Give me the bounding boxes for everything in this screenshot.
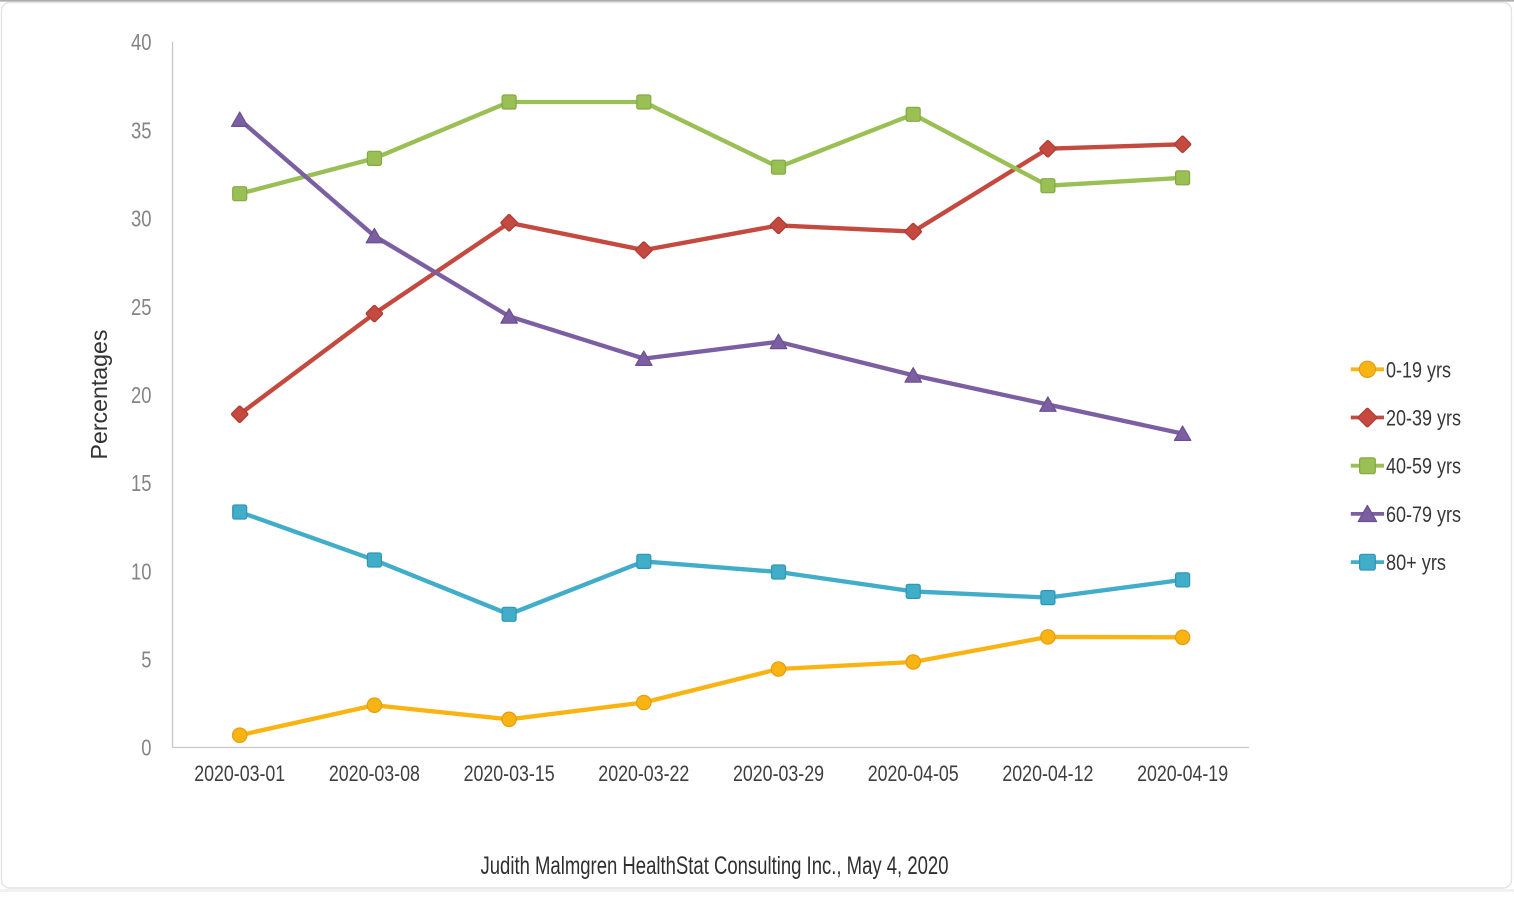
- svg-text:25: 25: [131, 294, 152, 320]
- svg-text:2020-03-22: 2020-03-22: [598, 761, 689, 786]
- svg-text:Judith Malmgren HealthStat Con: Judith Malmgren HealthStat Consulting In…: [481, 852, 949, 880]
- svg-text:40: 40: [131, 29, 152, 55]
- svg-text:35: 35: [131, 117, 152, 143]
- svg-text:60-79 yrs: 60-79 yrs: [1386, 502, 1461, 527]
- svg-text:10: 10: [131, 558, 152, 584]
- svg-text:15: 15: [131, 470, 152, 496]
- svg-text:30: 30: [131, 206, 152, 232]
- svg-text:20-39 yrs: 20-39 yrs: [1386, 406, 1461, 431]
- svg-text:2020-03-29: 2020-03-29: [733, 761, 824, 786]
- svg-text:2020-04-12: 2020-04-12: [1002, 761, 1093, 786]
- svg-text:2020-04-19: 2020-04-19: [1137, 761, 1228, 786]
- svg-text:0: 0: [141, 735, 151, 761]
- svg-text:2020-03-01: 2020-03-01: [194, 761, 285, 786]
- svg-text:Percentages: Percentages: [86, 330, 112, 460]
- svg-text:80+ yrs: 80+ yrs: [1386, 550, 1446, 575]
- svg-text:2020-03-08: 2020-03-08: [329, 761, 420, 786]
- svg-text:0-19 yrs: 0-19 yrs: [1386, 357, 1451, 382]
- svg-text:20: 20: [131, 382, 152, 408]
- svg-text:2020-04-05: 2020-04-05: [868, 761, 959, 786]
- svg-text:40-59 yrs: 40-59 yrs: [1386, 454, 1461, 479]
- svg-text:5: 5: [141, 647, 151, 673]
- svg-text:2020-03-15: 2020-03-15: [464, 761, 555, 786]
